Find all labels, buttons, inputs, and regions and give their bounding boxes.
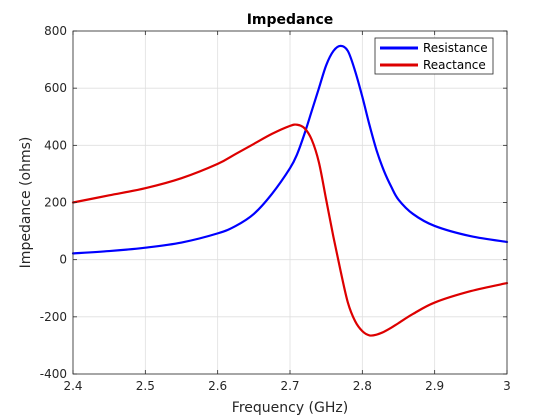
x-tick-label: 2.7: [280, 379, 299, 393]
chart-title: Impedance: [247, 12, 334, 28]
x-axis-label: Frequency (GHz): [232, 400, 348, 416]
y-tick-label: 600: [44, 81, 67, 95]
y-tick-label: 200: [44, 196, 67, 210]
ticks: 2.4 2.5 2.6 2.7 2.8 2.9 3 -400 -200 0 200 400 600 800: [40, 24, 511, 393]
y-tick-label: 800: [44, 24, 67, 38]
legend-label-resistance: Resistance: [423, 41, 488, 55]
y-tick-label: 400: [44, 138, 67, 152]
y-tick-label: 0: [59, 253, 67, 267]
legend-label-reactance: Reactance: [423, 58, 486, 72]
series-lines: [71, 44, 509, 337]
y-tick-label: -400: [40, 367, 67, 381]
y-axis-label: Impedance (ohms): [18, 137, 34, 269]
series-line-resistance: [71, 44, 509, 255]
legend: Resistance Reactance: [374, 37, 494, 75]
series-line-reactance: [71, 123, 509, 337]
x-tick-label: 2.6: [208, 379, 227, 393]
x-tick-label: 2.5: [136, 379, 155, 393]
x-tick-label: 2.8: [353, 379, 372, 393]
x-tick-label: 2.4: [63, 379, 82, 393]
legend-box: [374, 37, 494, 75]
y-tick-label: -200: [40, 310, 67, 324]
x-tick-label: 2.9: [425, 379, 444, 393]
x-tick-label: 3: [503, 379, 511, 393]
